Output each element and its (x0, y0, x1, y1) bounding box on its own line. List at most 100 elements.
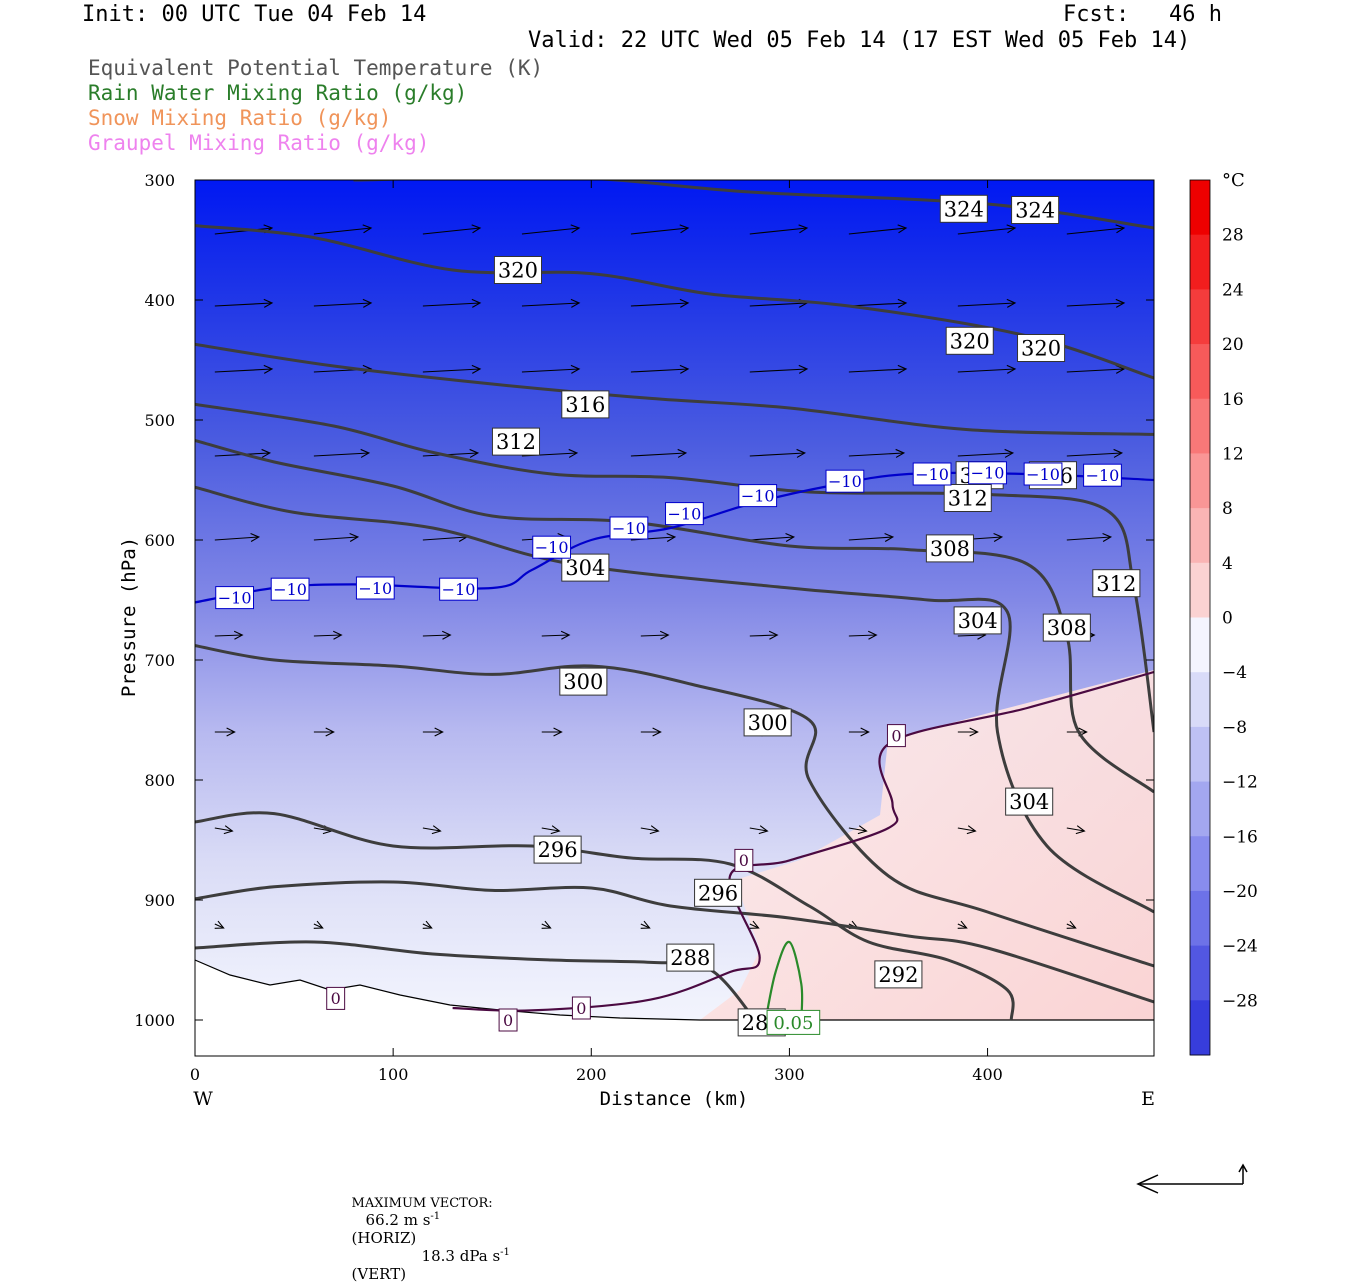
vert-label: (VERT) (351, 1265, 407, 1283)
colorbar-label: 20 (1222, 335, 1244, 355)
wind-vector (749, 827, 768, 832)
wind-vector (214, 227, 273, 235)
rain-label: 0.05 (766, 1009, 821, 1035)
wind-vector-head (570, 364, 581, 374)
wind-vector-head (1113, 448, 1124, 458)
theta-e-label-300-text: 300 (563, 670, 603, 694)
temp-label-m10: −10 (912, 462, 952, 486)
y-tick-label: 1000 (134, 1011, 175, 1030)
colorbar-segment (1190, 398, 1210, 454)
wind-vector-head (434, 727, 444, 737)
east-label: E (1141, 1088, 1155, 1110)
wind-vector-head (223, 825, 234, 835)
wind-vector (1066, 227, 1125, 235)
temp-label-0-text: 0 (576, 999, 586, 1018)
wind-vector (422, 536, 467, 541)
temp-label-m10: −10 (215, 586, 255, 610)
theta-e-label-304: 304 (1005, 787, 1054, 816)
cross-section-chart: 3243243203203203163163163123123123083083… (118, 170, 1258, 1194)
wind-vector-head (1115, 298, 1126, 308)
wind-vector (214, 302, 273, 307)
colorbar-label: 8 (1222, 499, 1233, 519)
theta-e-label-304-text: 304 (958, 609, 998, 633)
temp-label-m10-text: −10 (273, 580, 307, 599)
axes: 0 100 200 300 400 300 400 500 600 700 800 900 1000 (134, 171, 1154, 1084)
temp-label-m10-text: −10 (1086, 466, 1120, 485)
field-label-graupel: Graupel Mixing Ratio (g/kg) (88, 131, 430, 155)
wind-vector-head (570, 224, 581, 234)
theta-e-label-312-text: 312 (948, 487, 988, 511)
theta-e-label-300: 300 (743, 708, 792, 737)
theta-e-label-296: 296 (694, 878, 743, 907)
theta-e-label-296-box (533, 835, 582, 864)
wind-vector-head (250, 533, 261, 543)
colorbar-label: 0 (1222, 609, 1233, 629)
wind-vector (749, 452, 805, 457)
x-tick-label: 100 (378, 1065, 409, 1084)
wind-vector-head (897, 298, 908, 308)
wind-vector (848, 536, 893, 541)
wind-vector (749, 536, 794, 541)
wind-vector (957, 368, 1016, 373)
wind-vector (630, 227, 689, 235)
theta-e-label-312-box (943, 484, 992, 512)
theta-e-label-316-box (561, 390, 610, 419)
temp-label-0-box (326, 986, 346, 1010)
wind-vector-head (226, 727, 236, 737)
theta-e-label-308-box (925, 534, 974, 563)
theta-e-label-320-box (493, 256, 542, 284)
wind-vector (313, 302, 372, 307)
wind-vector-head (679, 364, 690, 374)
theta-e-label-316-text: 316 (565, 393, 605, 417)
wind-vector-head (1006, 298, 1017, 308)
wind-vector-head (640, 920, 651, 929)
wind-vector (848, 368, 907, 373)
colorbar-label: −28 (1222, 991, 1258, 1011)
wind-vector-head (541, 920, 552, 929)
wind-vector-head (897, 364, 908, 374)
temp-label-m10: −10 (439, 577, 478, 601)
theta-e-label-324: 324 (939, 194, 988, 223)
wind-vector-head (263, 298, 274, 308)
wind-vector (848, 634, 877, 637)
temp-label-m10-text: −10 (668, 504, 702, 523)
colorbar-segment (1190, 1000, 1210, 1056)
vert-value: 18.3 dPa s (421, 1247, 501, 1265)
temp-label-0-text: 0 (331, 989, 341, 1008)
wind-vector-head (785, 533, 796, 543)
temp-label-m10-box (738, 484, 778, 508)
x-tick-label: 200 (576, 1065, 607, 1084)
temp-label-0: 0 (734, 848, 754, 872)
theta-e-label-320-text: 320 (950, 329, 990, 353)
wind-vector (848, 827, 867, 832)
wind-vector (630, 302, 689, 307)
wind-vector-head (679, 224, 690, 234)
wind-vector (957, 827, 976, 832)
temp-label-m10-box (270, 577, 310, 601)
temp-label-m10: −10 (665, 502, 704, 526)
theta-e-label-312-box (1092, 569, 1141, 598)
theta-e-label-296-box (694, 878, 743, 907)
theta-e-label-320: 320 (493, 256, 542, 284)
colorbar-segment (1190, 890, 1210, 947)
temp-label-m10-text: −10 (971, 464, 1005, 483)
theta-e-label-324-box (939, 194, 988, 223)
colorbar-segment (1190, 453, 1210, 509)
temp-label-m10: −10 (1083, 463, 1122, 487)
wind-vector (640, 634, 669, 637)
theta-e-label-320: 320 (945, 326, 994, 355)
y-tick-label: 500 (144, 411, 175, 430)
x-tick-label: 0 (190, 1065, 200, 1084)
temp-label-0-box (886, 724, 906, 748)
temp-label-m10-box (439, 577, 478, 601)
temp-label-0-box (734, 848, 754, 872)
theta-e-label-312-box (491, 427, 541, 456)
wind-vector (957, 227, 1016, 235)
temp-label-m10-box (665, 502, 704, 526)
wind-vector (214, 827, 233, 832)
wind-vector-head (313, 920, 324, 929)
colorbar-label: −16 (1222, 827, 1258, 847)
wind-vector-head (649, 825, 660, 835)
temp-label-m10-text: −10 (612, 519, 646, 538)
field-label-theta-e: Equivalent Potential Temperature (K) (88, 56, 544, 80)
